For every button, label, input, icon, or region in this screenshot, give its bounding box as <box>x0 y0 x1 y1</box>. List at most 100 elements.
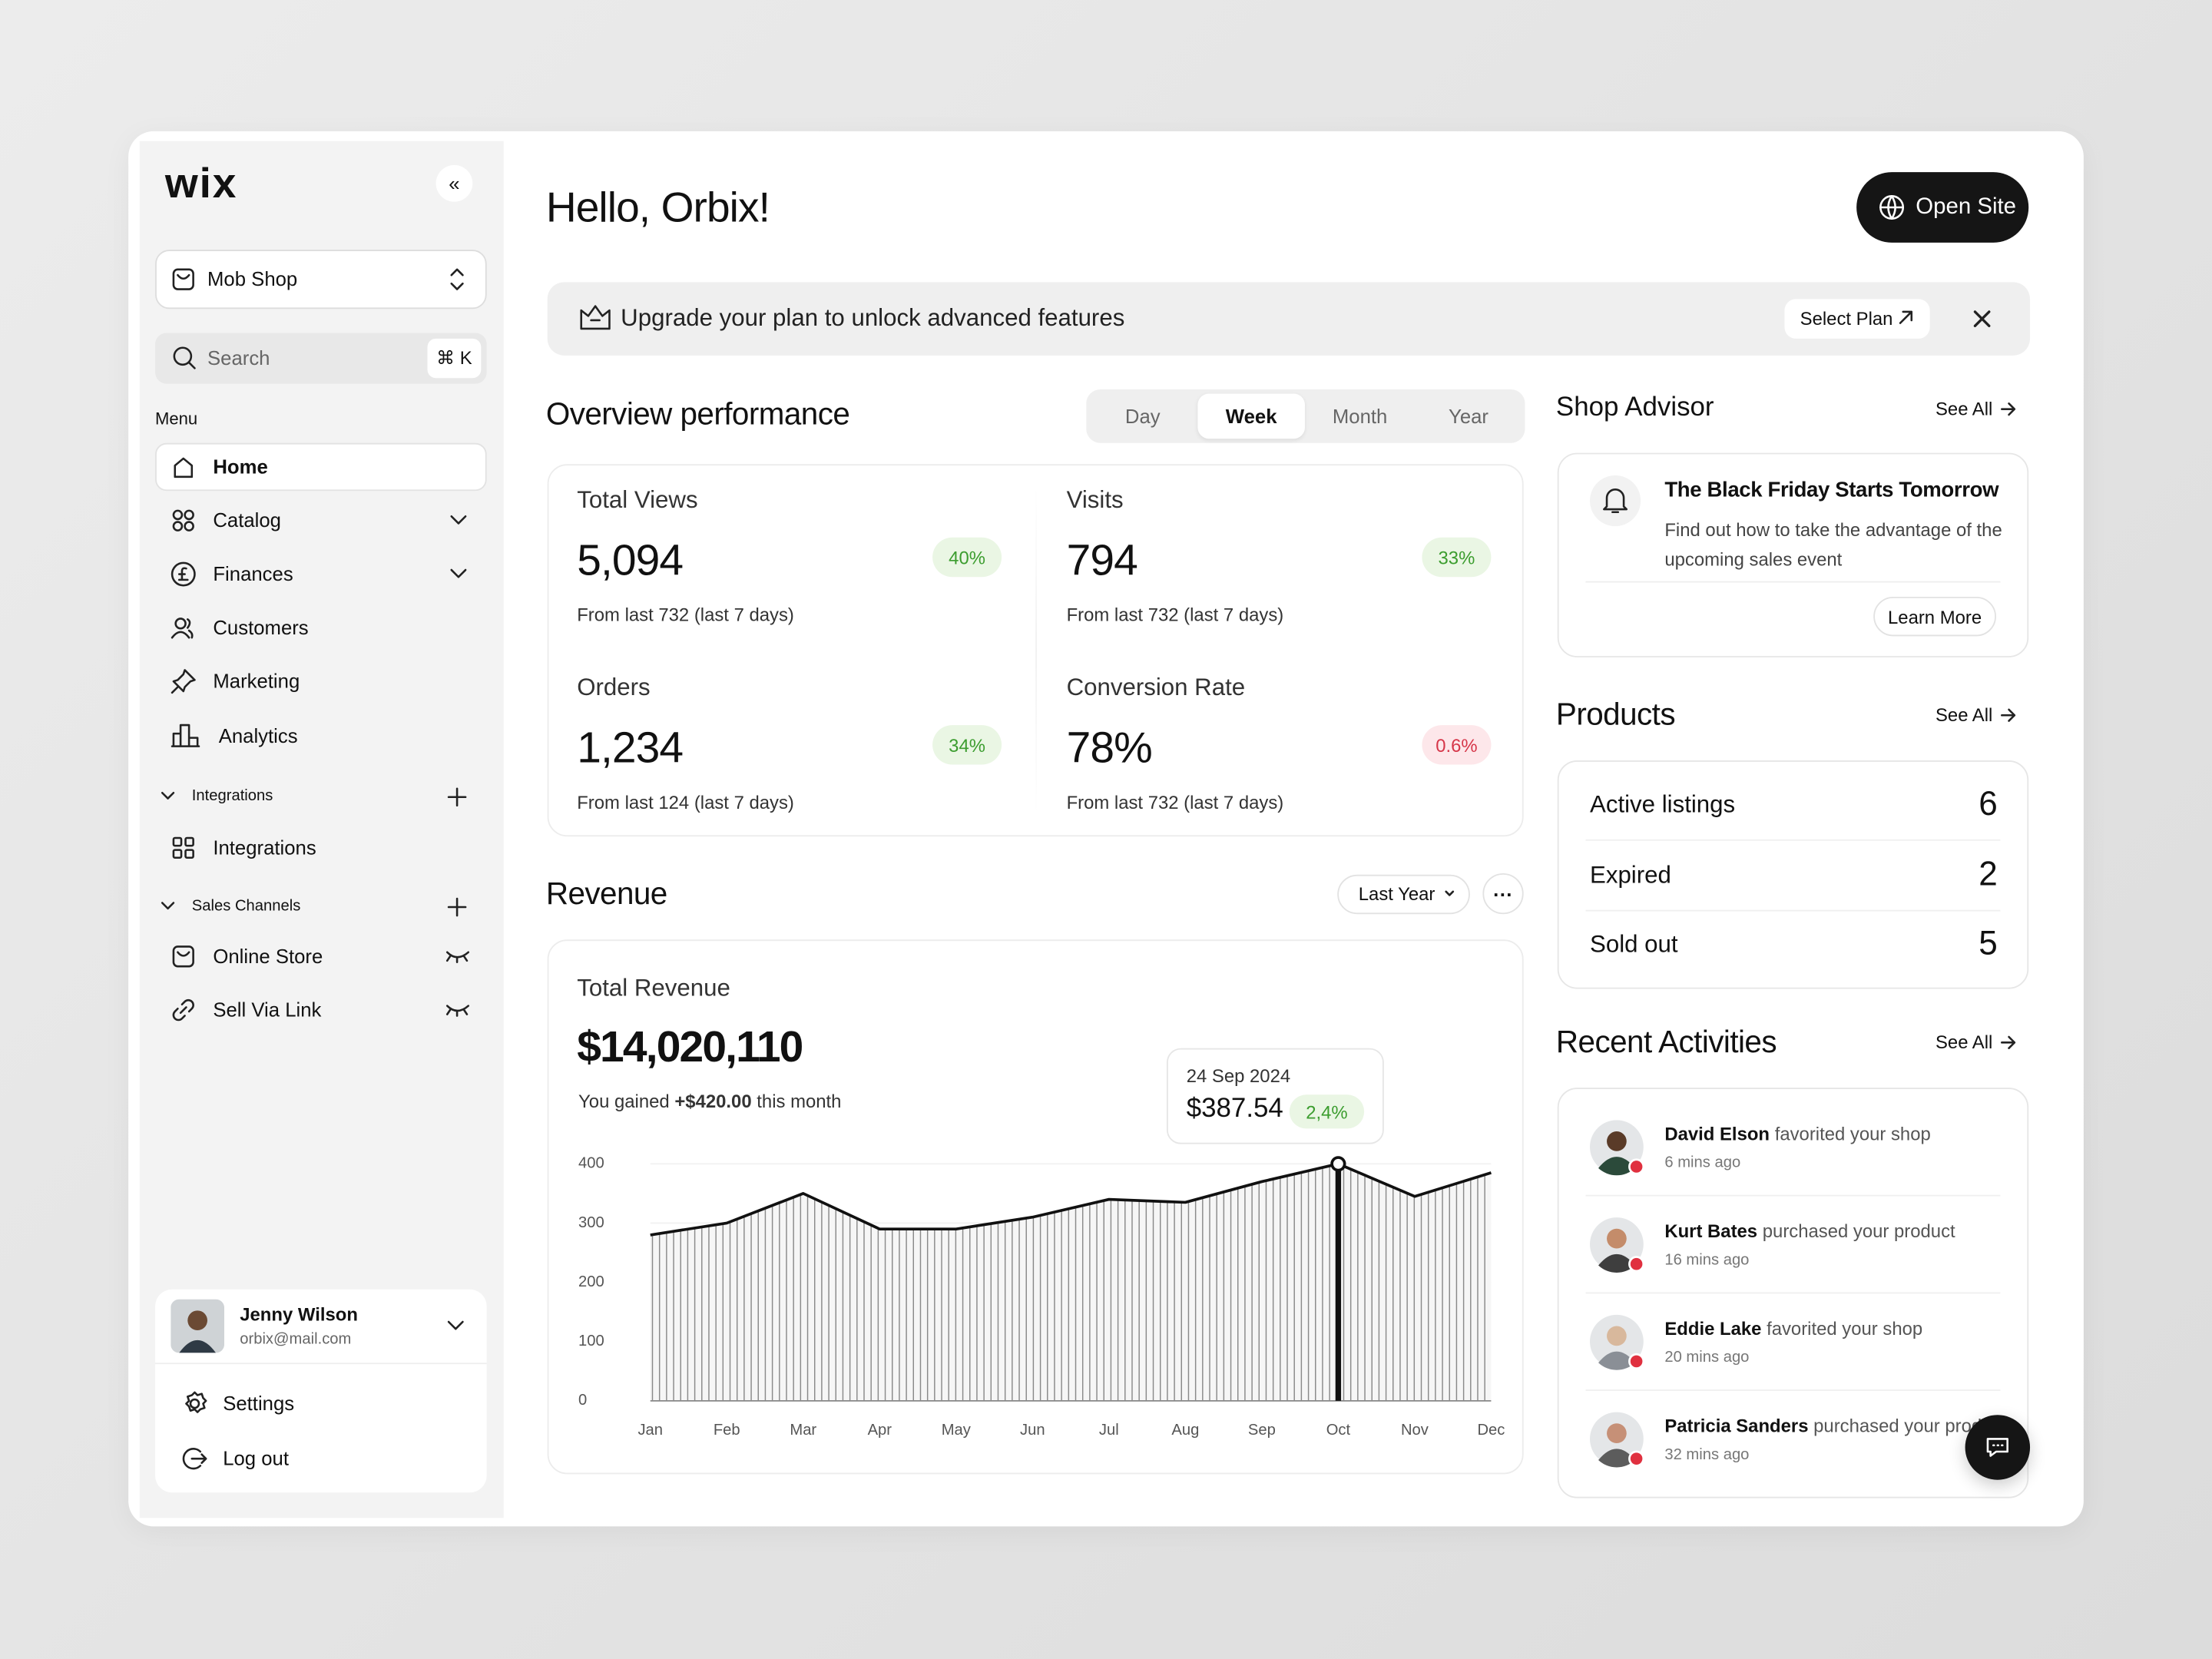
divider <box>1035 486 1037 814</box>
stat-label: Total Views <box>577 486 698 514</box>
user-avatar[interactable] <box>171 1299 225 1353</box>
settings-link[interactable]: Settings <box>223 1392 295 1415</box>
menu-item[interactable]: Integrations <box>213 836 316 859</box>
stat-value: 78% <box>1066 723 1153 773</box>
activity-text: David Elson favorited your shop <box>1664 1123 1930 1145</box>
divider <box>155 1363 487 1365</box>
catalog-icon <box>172 509 194 531</box>
collapse-button[interactable]: « <box>435 164 473 202</box>
expand-chevron[interactable] <box>450 515 467 526</box>
menu-item[interactable]: Home <box>213 455 268 478</box>
stat-label: Visits <box>1066 486 1124 514</box>
activity-time: 6 mins ago <box>1664 1154 1741 1172</box>
activity-user: Patricia Sanders <box>1664 1415 1809 1437</box>
section-title: Products <box>1555 696 1676 732</box>
period-tab[interactable]: Month <box>1332 405 1388 428</box>
revenue-gain: You gained +$420.00 this month <box>578 1091 841 1113</box>
chat-button[interactable] <box>1965 1415 2031 1480</box>
x-tick-label: Jul <box>1099 1422 1119 1439</box>
visibility-icon[interactable] <box>445 949 470 963</box>
x-tick-label: Apr <box>868 1422 892 1439</box>
product-label: Sold out <box>1590 930 1678 958</box>
logout-link[interactable]: Log out <box>223 1446 290 1470</box>
activity-avatar[interactable] <box>1588 1216 1647 1275</box>
open-site-label[interactable]: Open Site <box>1916 195 2016 220</box>
activity-avatar[interactable] <box>1588 1411 1647 1470</box>
shop-select[interactable] <box>155 250 487 310</box>
stat-note: From last 124 (last 7 days) <box>577 791 794 813</box>
divider <box>1585 1389 2001 1392</box>
stat-value: 5,094 <box>577 535 684 585</box>
stat-change: 34% <box>932 725 1002 765</box>
logo[interactable]: wix <box>164 161 238 207</box>
add-button[interactable] <box>447 787 467 807</box>
activity-time: 32 mins ago <box>1664 1446 1750 1464</box>
expand-chevron[interactable] <box>450 568 467 580</box>
revenue-line <box>650 1162 1492 1237</box>
activity-avatar[interactable] <box>1588 1119 1647 1178</box>
collapse-chevron[interactable] <box>161 791 175 801</box>
see-all-link[interactable]: See All <box>1936 704 1993 726</box>
activity-action: favorited your shop <box>1767 1317 1923 1339</box>
section-title: Revenue <box>545 876 667 912</box>
activity-action: favorited your shop <box>1774 1123 1931 1144</box>
see-all-link[interactable]: See All <box>1936 398 1993 419</box>
home-icon <box>174 457 194 478</box>
user-email: orbix@mail.com <box>240 1330 352 1348</box>
stat-change: 40% <box>932 537 1002 578</box>
menu-item[interactable]: Analytics <box>218 724 298 747</box>
stat-change: 0.6% <box>1422 725 1492 765</box>
activity-action: purchased your product <box>1762 1220 1955 1242</box>
settings-icon <box>185 1391 207 1413</box>
menu-item[interactable]: Sell Via Link <box>213 998 322 1022</box>
menu-item[interactable]: Finances <box>213 562 293 585</box>
stat-change: 33% <box>1422 537 1492 578</box>
x-tick-label: Mar <box>790 1422 816 1439</box>
revenue-total: $14,020,110 <box>577 1022 803 1071</box>
period-tab[interactable]: Day <box>1124 405 1161 428</box>
collapse-chevron[interactable] <box>161 902 175 912</box>
period-select[interactable] <box>1337 874 1470 915</box>
period-select-label[interactable]: Last Year <box>1358 883 1435 905</box>
product-count: 2 <box>1979 855 1998 893</box>
more-button[interactable]: ··· <box>1482 873 1524 915</box>
menu-item[interactable]: Marketing <box>213 669 300 693</box>
section-title: Recent Activities <box>1555 1024 1777 1060</box>
stat-note: From last 732 (last 7 days) <box>577 604 794 626</box>
finances-icon <box>171 561 196 587</box>
visibility-icon[interactable] <box>445 1003 470 1017</box>
stat-note: From last 732 (last 7 days) <box>1066 791 1284 813</box>
learn-more-button[interactable]: Learn More <box>1873 596 1996 637</box>
period-tab[interactable]: Week <box>1197 393 1305 439</box>
product-count: 5 <box>1979 925 1998 963</box>
menu-item[interactable]: Catalog <box>213 508 281 531</box>
arrow-icon <box>2001 1035 2016 1049</box>
close-banner[interactable] <box>1973 310 1991 327</box>
divider <box>1585 839 2001 841</box>
marketing-icon <box>171 669 196 694</box>
section-label: Integrations <box>191 787 273 805</box>
divider <box>1585 909 2001 911</box>
greeting: Hello, Orbix! <box>545 184 770 232</box>
user-menu-chevron[interactable] <box>447 1320 464 1332</box>
activity-time: 16 mins ago <box>1664 1251 1750 1269</box>
product-count: 6 <box>1979 785 1998 823</box>
bell-icon <box>1603 488 1628 514</box>
x-tick-label: Jun <box>1020 1422 1045 1439</box>
select-plan-label[interactable]: Select Plan <box>1800 307 1893 329</box>
see-all-link[interactable]: See All <box>1936 1031 1993 1053</box>
period-tab[interactable]: Year <box>1449 405 1489 428</box>
x-tick-label: Aug <box>1171 1422 1199 1439</box>
x-tick-label: Feb <box>714 1422 740 1439</box>
activity-avatar[interactable] <box>1588 1313 1647 1373</box>
activity-text: Kurt Bates purchased your product <box>1664 1220 1955 1243</box>
globe-icon <box>1879 195 1905 220</box>
menu-item[interactable]: Customers <box>213 615 309 639</box>
add-button[interactable] <box>447 897 467 917</box>
x-tick-label: Nov <box>1401 1422 1429 1439</box>
activity-text: Patricia Sanders purchased your product <box>1664 1416 2003 1438</box>
menu-item[interactable]: Online Store <box>213 944 323 968</box>
arrow-icon <box>2001 402 2016 416</box>
